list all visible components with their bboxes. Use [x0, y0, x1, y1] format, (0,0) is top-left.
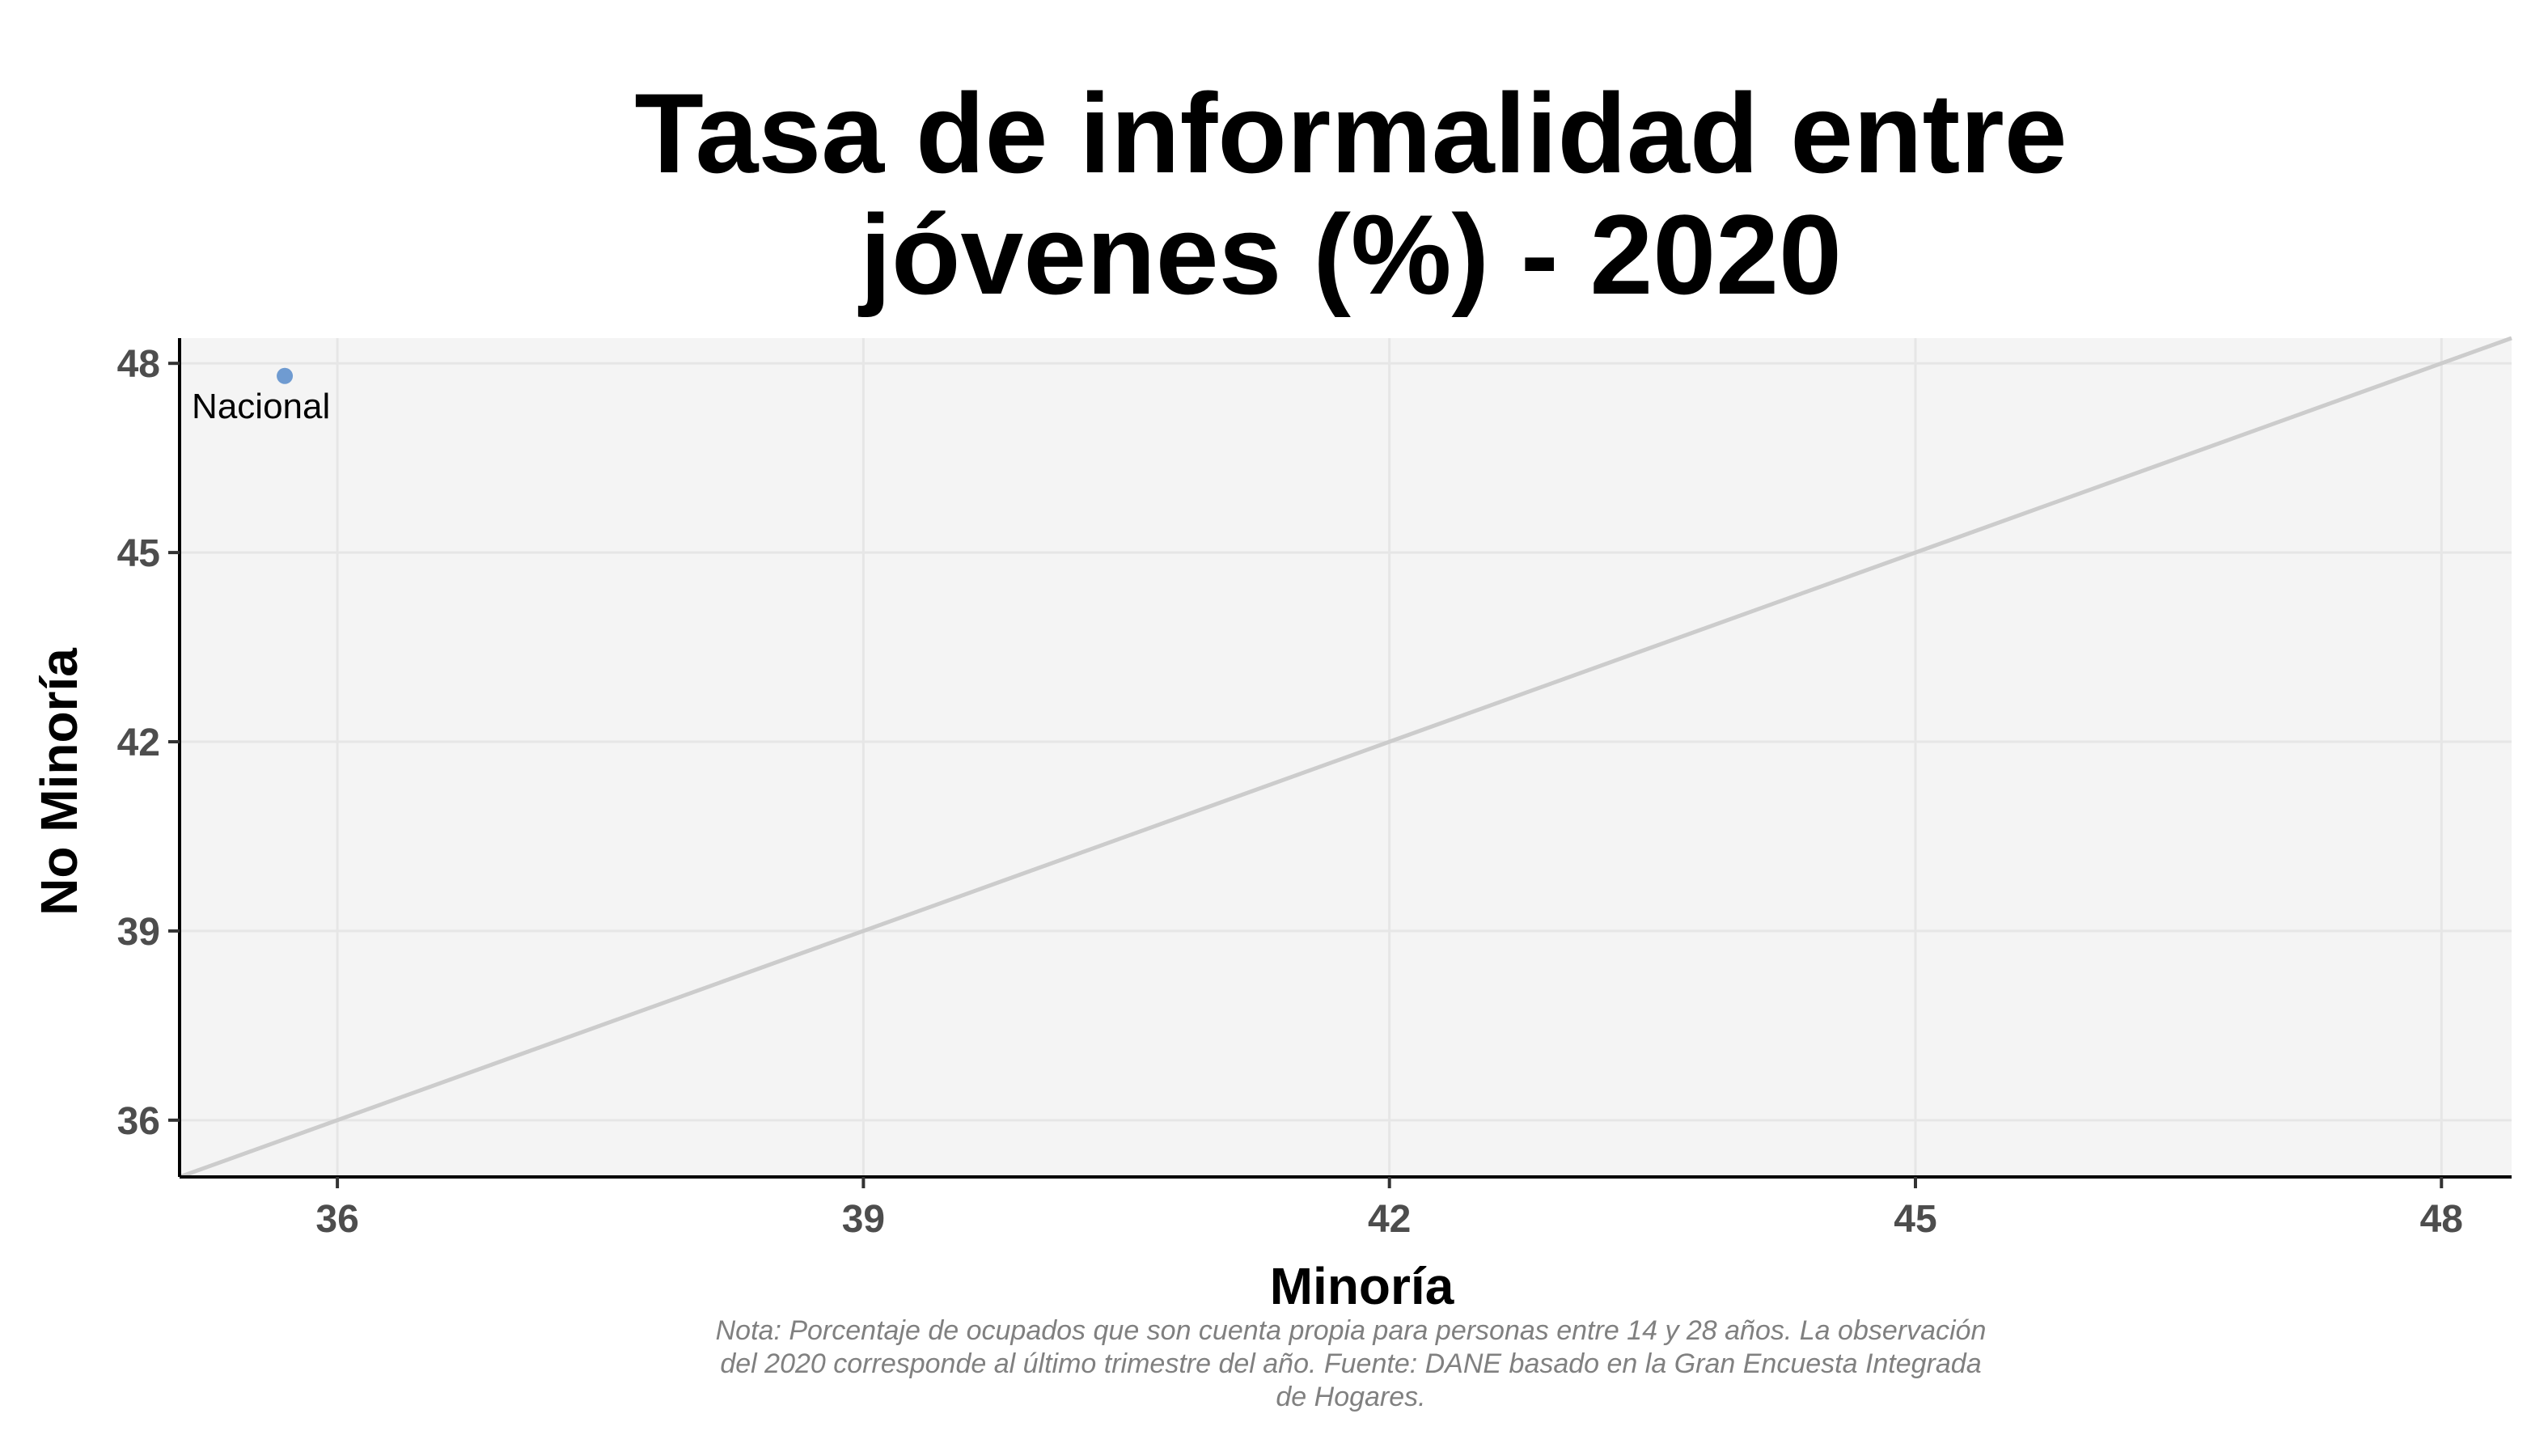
- y-tick-label-45: 45: [117, 532, 160, 575]
- x-tick-label-48: 48: [2420, 1198, 2463, 1241]
- x-tick-label-45: 45: [1894, 1198, 1936, 1241]
- x-tick-label-36: 36: [315, 1198, 358, 1241]
- y-axis-title: No Minoría: [30, 648, 88, 916]
- y-tick-label-36: 36: [117, 1100, 160, 1143]
- x-tick-label-42: 42: [1368, 1198, 1411, 1241]
- caption-line-1: Nota: Porcentaje de ocupados que son cue…: [715, 1315, 1987, 1346]
- data-point-0: [277, 367, 294, 384]
- x-axis-title: Minoría: [1270, 1257, 1454, 1315]
- x-axis-ticks: 36 39 42 45 48: [315, 1177, 2463, 1241]
- y-tick-label-48: 48: [117, 343, 160, 386]
- data-points: Nacional: [192, 367, 330, 426]
- chart-caption: Nota: Porcentaje de ocupados que son cue…: [566, 1314, 2135, 1414]
- data-point-label-0: Nacional: [192, 387, 330, 426]
- y-tick-label-39: 39: [117, 911, 160, 954]
- grid-lines: [180, 338, 2512, 1177]
- chart-title: Tasa de informalidad entre jóvenes (%) -…: [518, 73, 2184, 315]
- caption-line-3: de Hogares.: [1276, 1382, 1426, 1412]
- x-tick-label-39: 39: [842, 1198, 885, 1241]
- chart-title-line-2: jóvenes (%) - 2020: [860, 191, 1842, 318]
- y-axis-ticks: 36 39 42 45 48: [117, 343, 180, 1143]
- chart-title-line-1: Tasa de informalidad entre: [634, 70, 2068, 197]
- y-tick-label-42: 42: [117, 722, 160, 764]
- identity-reference-line: [179, 336, 2512, 1179]
- caption-line-2: del 2020 corresponde al último trimestre…: [720, 1348, 1982, 1379]
